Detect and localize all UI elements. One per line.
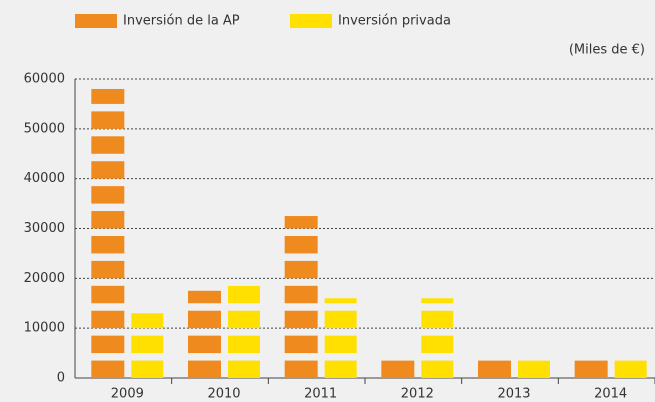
- bar: [131, 313, 164, 378]
- legend-label: Inversión privada: [338, 14, 451, 29]
- bar: [91, 88, 125, 378]
- y-tick-label: 0: [57, 371, 65, 386]
- legend-label: Inversión de la AP: [123, 14, 240, 29]
- legend-swatch: [290, 14, 332, 28]
- unit-label: (Miles de €): [569, 43, 645, 58]
- bar: [574, 360, 608, 378]
- bar: [324, 298, 357, 378]
- x-tick-label: 2011: [304, 387, 337, 402]
- bar: [421, 298, 454, 378]
- bar: [284, 216, 318, 378]
- y-tick-label: 60000: [24, 72, 65, 87]
- bar: [381, 360, 415, 378]
- y-tick-label: 30000: [24, 221, 65, 236]
- bar: [188, 290, 221, 378]
- bar: [518, 360, 550, 378]
- bar: [614, 360, 647, 378]
- x-tick-label: 2010: [207, 387, 240, 402]
- y-tick-label: 40000: [24, 171, 65, 186]
- bar: [228, 285, 260, 378]
- x-tick-label: 2009: [111, 387, 144, 402]
- x-tick-label: 2014: [594, 387, 627, 402]
- y-tick-label: 50000: [24, 121, 65, 136]
- legend-swatch: [75, 14, 117, 28]
- x-tick-label: 2013: [497, 387, 530, 402]
- x-tick-label: 2012: [401, 387, 434, 402]
- y-tick-label: 20000: [24, 271, 65, 286]
- y-tick-label: 10000: [24, 321, 65, 336]
- bar: [478, 360, 511, 378]
